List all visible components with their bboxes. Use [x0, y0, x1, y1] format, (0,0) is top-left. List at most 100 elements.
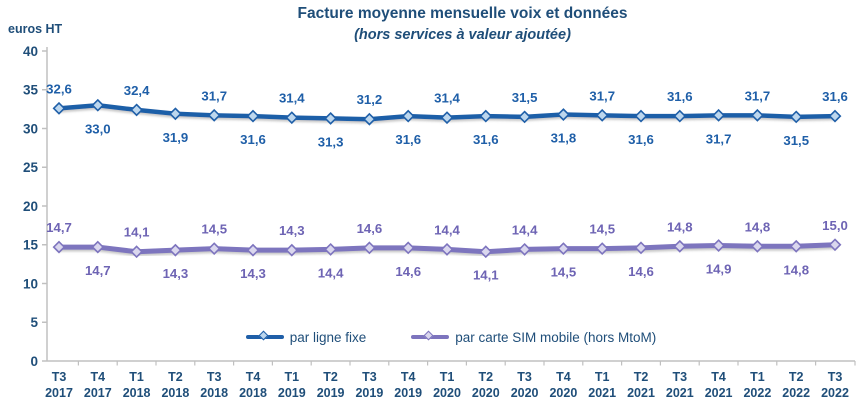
data-point-marker	[712, 239, 726, 252]
x-axis-label-quarter: T4	[91, 370, 106, 384]
data-point-marker	[789, 110, 803, 124]
data-label: 31,5	[783, 133, 809, 148]
data-point-marker	[712, 108, 726, 122]
data-label: 14,5	[201, 222, 227, 237]
x-axis-label-quarter: T3	[517, 370, 532, 384]
x-axis-label-year: 2020	[511, 386, 539, 400]
x-axis-label-quarter: T2	[789, 370, 804, 384]
series-sim-mobile: 14,7 14,7 14,1 14,3 14,5 14,3 14,3 14,4 14,6 14,6…	[46, 218, 848, 283]
data-label: 31,8	[551, 131, 577, 146]
data-label: 31,6	[822, 89, 848, 104]
data-label: 31,6	[628, 132, 654, 147]
data-label: 14,8	[745, 219, 771, 234]
x-axis-label-year: 2019	[278, 386, 306, 400]
data-label: 31,6	[473, 132, 499, 147]
data-label: 31,9	[163, 130, 189, 145]
legend-line-diamond-icon-fixe	[245, 330, 284, 342]
data-point-marker	[828, 109, 842, 123]
x-axis-label-year: 2018	[161, 386, 189, 400]
y-axis-tick-label: 20	[23, 199, 38, 214]
data-label: 14,8	[783, 262, 809, 277]
data-point-marker	[362, 241, 376, 255]
x-axis-label-quarter: T1	[595, 370, 610, 384]
data-label: 14,7	[85, 263, 111, 278]
data-label: 32,4	[124, 83, 150, 98]
x-axis-label-quarter: T4	[246, 370, 261, 384]
data-label: 14,8	[667, 219, 693, 234]
data-label: 14,1	[473, 268, 499, 283]
x-axis-label-quarter: T4	[711, 370, 726, 384]
data-point-marker	[401, 109, 415, 123]
data-label: 15,0	[822, 218, 848, 233]
y-axis-tick-label: 40	[23, 44, 38, 59]
data-point-marker	[362, 112, 376, 126]
data-point-marker	[518, 110, 532, 124]
data-label: 14,3	[279, 223, 305, 238]
data-point-marker	[285, 243, 299, 257]
data-point-marker	[207, 242, 221, 256]
data-label: 31,3	[318, 134, 344, 149]
x-axis-label-quarter: T2	[323, 370, 338, 384]
data-label: 14,7	[46, 220, 72, 235]
data-label: 14,6	[395, 264, 421, 279]
data-point-marker	[401, 241, 415, 255]
data-point-marker	[207, 108, 221, 122]
data-point-marker	[130, 103, 144, 117]
data-label: 14,4	[318, 265, 344, 280]
data-point-marker	[673, 239, 687, 253]
data-point-marker	[479, 245, 493, 259]
x-axis-label-year: 2019	[317, 386, 345, 400]
x-axis-label-year: 2022	[821, 386, 849, 400]
data-label: 31,5	[512, 90, 538, 105]
x-axis-label-year: 2021	[588, 386, 616, 400]
x-axis-label-year: 2017	[45, 386, 73, 400]
data-point-marker	[440, 111, 454, 125]
data-label: 14,6	[628, 264, 654, 279]
data-label: 31,6	[395, 132, 421, 147]
x-axis-label-year: 2018	[123, 386, 151, 400]
data-label: 31,4	[279, 91, 305, 106]
data-label: 14,3	[163, 266, 189, 281]
x-axis-labels: T3 2017 T4 2017 T1 2018 T2 2018 T3 2018 T4 2018 T1 20…	[45, 370, 849, 400]
x-axis-label-year: 2017	[84, 386, 112, 400]
data-point-marker	[673, 109, 687, 123]
data-label: 31,6	[667, 89, 693, 104]
legend-item-sim-mobile: par carte SIM mobile (hors MtoM)	[411, 330, 656, 345]
x-axis-label-year: 2020	[472, 386, 500, 400]
data-point-marker	[634, 109, 648, 123]
x-axis-label-quarter: T3	[828, 370, 843, 384]
data-point-marker	[246, 109, 260, 123]
x-axis-label-year: 2022	[782, 386, 810, 400]
y-axis-tick-label: 35	[23, 83, 39, 98]
y-axis-tick-label: 15	[23, 238, 39, 253]
x-axis-label-year: 2021	[705, 386, 733, 400]
data-point-marker	[168, 243, 182, 257]
data-point-marker	[595, 242, 609, 256]
legend: par ligne fixe par carte SIM mobile (hor…	[47, 328, 855, 346]
data-point-marker	[130, 245, 144, 259]
x-axis-label-quarter: T2	[634, 370, 649, 384]
data-label: 32,6	[46, 81, 72, 96]
x-axis	[47, 360, 856, 366]
data-point-marker	[518, 242, 532, 256]
legend-label-sim-mobile: par carte SIM mobile (hors MtoM)	[455, 329, 657, 345]
x-axis-label-year: 2021	[627, 386, 655, 400]
x-axis-label-year: 2018	[239, 386, 267, 400]
data-label: 31,4	[434, 91, 460, 106]
x-axis-label-year: 2022	[743, 386, 771, 400]
y-axis-tick-label: 0	[30, 354, 38, 369]
data-point-marker	[52, 240, 66, 254]
data-label: 14,6	[357, 221, 383, 236]
x-axis-label-year: 2019	[355, 386, 383, 400]
x-axis-label-quarter: T1	[750, 370, 765, 384]
y-axis: 0 5 10 15 20 25 30 35 40	[23, 44, 48, 369]
data-point-marker	[52, 101, 66, 115]
x-axis-label-year: 2020	[549, 386, 577, 400]
y-axis-tick-label: 5	[30, 315, 38, 330]
data-label: 31,2	[357, 92, 383, 107]
y-axis-tick-label: 25	[23, 160, 39, 175]
data-point-marker	[91, 98, 105, 112]
x-axis-label-quarter: T3	[52, 370, 67, 384]
data-point-marker	[91, 240, 105, 254]
